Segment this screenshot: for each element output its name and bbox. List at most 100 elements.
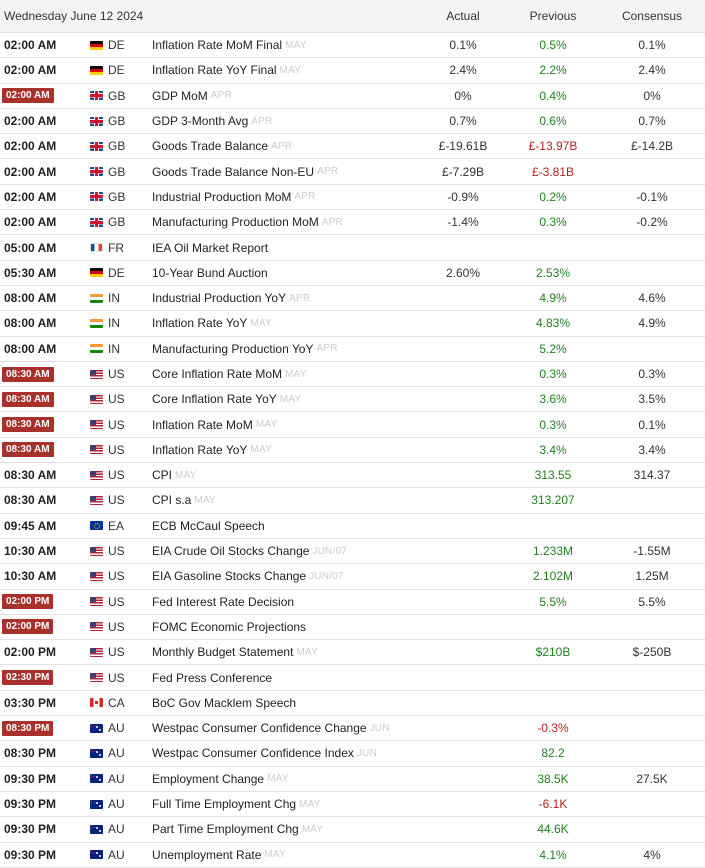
table-row[interactable]: 02:00 PM US Fed Interest Rate Decision 5.5%…	[0, 589, 705, 615]
table-row[interactable]: 02:00 AM GB GDP MoM APR 0% 0.4% 0%	[0, 83, 705, 109]
table-row[interactable]: 08:30 AM US Inflation Rate YoY MAY 3.4% 3.4%	[0, 437, 705, 464]
table-row[interactable]: 08:00 AM IN Inflation Rate YoY MAY 4.83% 4.9%	[0, 311, 705, 337]
event-name-text[interactable]: Part Time Employment Chg	[152, 822, 299, 837]
event-name[interactable]: CPI MAY	[152, 463, 197, 487]
event-name-text[interactable]: Westpac Consumer Confidence Change	[152, 721, 367, 736]
event-name[interactable]: Core Inflation Rate YoY MAY	[152, 387, 301, 411]
table-row[interactable]: 08:30 PM AU Westpac Consumer Confidence In…	[0, 741, 705, 767]
event-name-text[interactable]: Westpac Consumer Confidence Index	[152, 746, 354, 761]
column-header-consensus[interactable]: Consensus	[621, 9, 683, 23]
event-name[interactable]: EIA Crude Oil Stocks Change JUN/07	[152, 539, 347, 563]
event-name[interactable]: Monthly Budget Statement MAY	[152, 640, 318, 664]
table-row[interactable]: 08:00 AM IN Manufacturing Production YoY AP…	[0, 336, 705, 362]
event-name-text[interactable]: Industrial Production YoY	[152, 291, 287, 306]
event-name-text[interactable]: Manufacturing Production MoM	[152, 215, 319, 230]
table-row[interactable]: 09:30 PM AU Full Time Employment Chg MAY -6.…	[0, 791, 705, 818]
event-name[interactable]: Industrial Production MoM APR	[152, 185, 316, 209]
table-row[interactable]: 08:30 AM US Core Inflation Rate MoM MAY 0.3%…	[0, 361, 705, 388]
event-name-text[interactable]: 10-Year Bund Auction	[152, 265, 268, 280]
event-name-text[interactable]: CPI s.a	[152, 493, 192, 508]
event-name[interactable]: Manufacturing Production YoY APR	[152, 337, 338, 361]
event-name-text[interactable]: Inflation Rate YoY	[152, 442, 248, 457]
table-row[interactable]: 03:30 PM CA BoC Gov Macklem Speech	[0, 690, 705, 717]
event-name[interactable]: Inflation Rate YoY Final MAY	[152, 58, 301, 82]
event-name-text[interactable]: IEA Oil Market Report	[152, 240, 269, 255]
event-name-text[interactable]: BoC Gov Macklem Speech	[152, 695, 297, 710]
column-header-actual[interactable]: Actual	[446, 9, 480, 23]
event-name[interactable]: 10-Year Bund Auction	[152, 261, 268, 285]
event-name-text[interactable]: Employment Change	[152, 771, 265, 786]
event-name-text[interactable]: Unemployment Rate	[152, 847, 262, 862]
event-name[interactable]: Industrial Production YoY APR	[152, 286, 310, 310]
event-name-text[interactable]: Monthly Budget Statement	[152, 645, 294, 660]
table-row[interactable]: 02:30 PM US Fed Press Conference	[0, 665, 705, 691]
event-name-text[interactable]: CPI	[152, 468, 173, 483]
event-name[interactable]: Inflation Rate YoY MAY	[152, 438, 272, 462]
event-name-text[interactable]: Inflation Rate MoM Final	[152, 38, 283, 53]
event-name[interactable]: Westpac Consumer Confidence Index JUN	[152, 741, 377, 765]
event-name[interactable]: Goods Trade Balance APR	[152, 134, 292, 158]
event-name-text[interactable]: Inflation Rate MoM	[152, 417, 253, 432]
event-name-text[interactable]: FOMC Economic Projections	[152, 619, 307, 634]
event-name[interactable]: Goods Trade Balance Non-EU APR	[152, 159, 338, 183]
event-name-text[interactable]: Inflation Rate YoY Final	[152, 63, 277, 78]
table-row[interactable]: 02:00 AM DE Inflation Rate YoY Final MAY 2.4…	[0, 58, 705, 84]
event-name[interactable]: GDP MoM APR	[152, 84, 232, 108]
event-name[interactable]: Manufacturing Production MoM APR	[152, 210, 343, 234]
table-row[interactable]: 08:30 PM AU Westpac Consumer Confidence Ch…	[0, 716, 705, 742]
event-name[interactable]: Employment Change MAY	[152, 767, 289, 791]
table-row[interactable]: 09:30 PM AU Employment Change MAY 38.5K 27.5K	[0, 766, 705, 792]
table-row[interactable]: 02:00 AM GB Industrial Production MoM APR -0…	[0, 184, 705, 211]
table-row[interactable]: 09:45 AM EA ECB McCaul Speech	[0, 513, 705, 539]
event-name-text[interactable]: Goods Trade Balance	[152, 139, 269, 154]
table-row[interactable]: 02:00 PM US Monthly Budget Statement MAY $21…	[0, 640, 705, 666]
event-name-text[interactable]: GDP MoM	[152, 88, 208, 103]
table-row[interactable]: 08:30 AM US Inflation Rate MoM MAY 0.3% 0.1%	[0, 412, 705, 438]
event-name-text[interactable]: Fed Press Conference	[152, 670, 273, 685]
event-name[interactable]: GDP 3-Month Avg APR	[152, 109, 272, 133]
table-row[interactable]: 02:00 AM GB Goods Trade Balance APR £-19.61B…	[0, 134, 705, 160]
event-name-text[interactable]: Fed Interest Rate Decision	[152, 594, 295, 609]
event-name-text[interactable]: Manufacturing Production YoY	[152, 341, 314, 356]
event-name[interactable]: BoC Gov Macklem Speech	[152, 691, 296, 715]
event-name[interactable]: Westpac Consumer Confidence Change JUN	[152, 716, 390, 740]
event-name[interactable]: Part Time Employment Chg MAY	[152, 817, 323, 841]
table-row[interactable]: 02:00 AM GB Manufacturing Production MoM AP…	[0, 210, 705, 236]
table-row[interactable]: 10:30 AM US EIA Crude Oil Stocks Change JUN…	[0, 538, 705, 565]
table-row[interactable]: 08:30 AM US Core Inflation Rate YoY MAY 3.6%…	[0, 387, 705, 413]
event-name[interactable]: FOMC Economic Projections	[152, 615, 306, 639]
column-header-previous[interactable]: Previous	[529, 9, 577, 23]
event-name[interactable]: Fed Interest Rate Decision	[152, 590, 294, 614]
event-name-text[interactable]: Core Inflation Rate YoY	[152, 392, 277, 407]
event-name-text[interactable]: EIA Gasoline Stocks Change	[152, 569, 307, 584]
event-name-text[interactable]: Full Time Employment Chg	[152, 797, 297, 812]
event-name[interactable]: Full Time Employment Chg MAY	[152, 792, 321, 816]
event-name[interactable]: Unemployment Rate MAY	[152, 843, 286, 867]
table-row[interactable]: 09:30 PM AU Part Time Employment Chg MAY 44.…	[0, 817, 705, 843]
event-name-text[interactable]: Goods Trade Balance Non-EU	[152, 164, 315, 179]
event-name[interactable]: Inflation Rate MoM MAY	[152, 412, 277, 436]
table-row[interactable]: 05:30 AM DE 10-Year Bund Auction 2.60% 2.53%	[0, 260, 705, 286]
table-row[interactable]: 02:00 AM GB Goods Trade Balance Non-EU APR £…	[0, 159, 705, 185]
event-name-text[interactable]: Inflation Rate YoY	[152, 316, 248, 331]
event-name[interactable]: ECB McCaul Speech	[152, 514, 265, 538]
table-row[interactable]: 08:30 AM US CPI s.a MAY 313.207	[0, 488, 705, 514]
table-row[interactable]: 02:00 AM GB GDP 3-Month Avg APR 0.7% 0.6% 0.7%	[0, 108, 705, 135]
table-row[interactable]: 10:30 AM US EIA Gasoline Stocks Change JUN/…	[0, 564, 705, 590]
event-name[interactable]: CPI s.a MAY	[152, 488, 216, 512]
event-name[interactable]: EIA Gasoline Stocks Change JUN/07	[152, 564, 344, 588]
table-row[interactable]: 02:00 AM DE Inflation Rate MoM Final MAY 0.1…	[0, 33, 705, 59]
event-name[interactable]: IEA Oil Market Report	[152, 235, 268, 259]
table-row[interactable]: 08:30 AM US CPI MAY 313.55 314.37	[0, 463, 705, 489]
table-row[interactable]: 08:00 AM IN Industrial Production YoY APR 4.…	[0, 285, 705, 312]
table-row[interactable]: 02:00 PM US FOMC Economic Projections	[0, 614, 705, 641]
event-name-text[interactable]: Core Inflation Rate MoM	[152, 367, 283, 381]
event-name-text[interactable]: EIA Crude Oil Stocks Change	[152, 544, 310, 559]
event-name[interactable]: Inflation Rate YoY MAY	[152, 311, 272, 335]
event-name-text[interactable]: Industrial Production MoM	[152, 189, 292, 204]
table-row[interactable]: 09:30 PM AU Unemployment Rate MAY 4.1% 4%	[0, 842, 705, 868]
event-name-text[interactable]: GDP 3-Month Avg	[152, 114, 249, 129]
event-name-text[interactable]: ECB McCaul Speech	[152, 518, 265, 533]
event-name[interactable]: Inflation Rate MoM Final MAY	[152, 33, 307, 57]
event-name[interactable]: Fed Press Conference	[152, 665, 272, 689]
